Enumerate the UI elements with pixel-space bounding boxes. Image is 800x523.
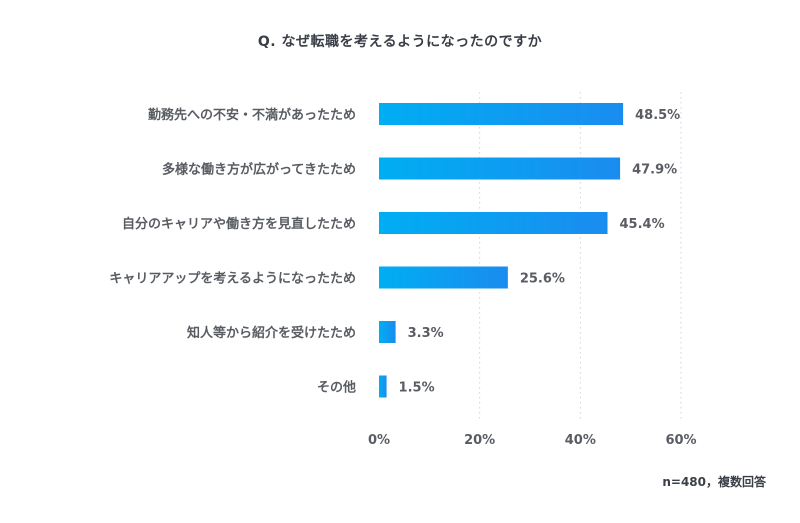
x-tick-label: 0% [368,433,390,448]
x-axis-ticks: 0% 20% 40% 60% [368,433,697,448]
category-label: その他 [317,380,356,396]
grid-lines [479,92,682,420]
bar [379,375,387,398]
value-labels: 48.5% 47.9% 45.4% 25.6% 3.3% 1.5% [399,108,681,396]
footnote: n=480，複数回答 [662,475,766,489]
value-label: 25.6% [520,272,565,287]
value-label: 47.9% [632,163,677,178]
category-label: 多様な働き方が広がってきたため [162,162,356,178]
bars [379,103,624,398]
x-tick-label: 40% [565,433,596,448]
value-label: 1.5% [399,381,435,396]
bar [379,157,621,180]
bar [379,212,608,234]
category-label: 知人等から紹介を受けたため [187,325,356,341]
bar [379,321,396,343]
bar [379,103,624,125]
category-labels: 勤務先への不安・不満があったため多様な働き方が広がってきたため自分のキャリアや働… [109,107,356,396]
value-label: 3.3% [408,326,444,341]
x-tick-label: 60% [665,433,696,448]
category-label: 勤務先への不安・不満があったため [148,107,356,123]
x-tick-label: 20% [464,433,495,448]
category-label: 自分のキャリアや働き方を見直したため [122,216,356,232]
category-label: キャリアアップを考えるようになったため [109,271,356,287]
bar [379,266,508,289]
value-label: 45.4% [620,217,665,232]
value-label: 48.5% [635,108,680,123]
chart-title: Q. なぜ転職を考えるようになったのですか [257,34,543,50]
